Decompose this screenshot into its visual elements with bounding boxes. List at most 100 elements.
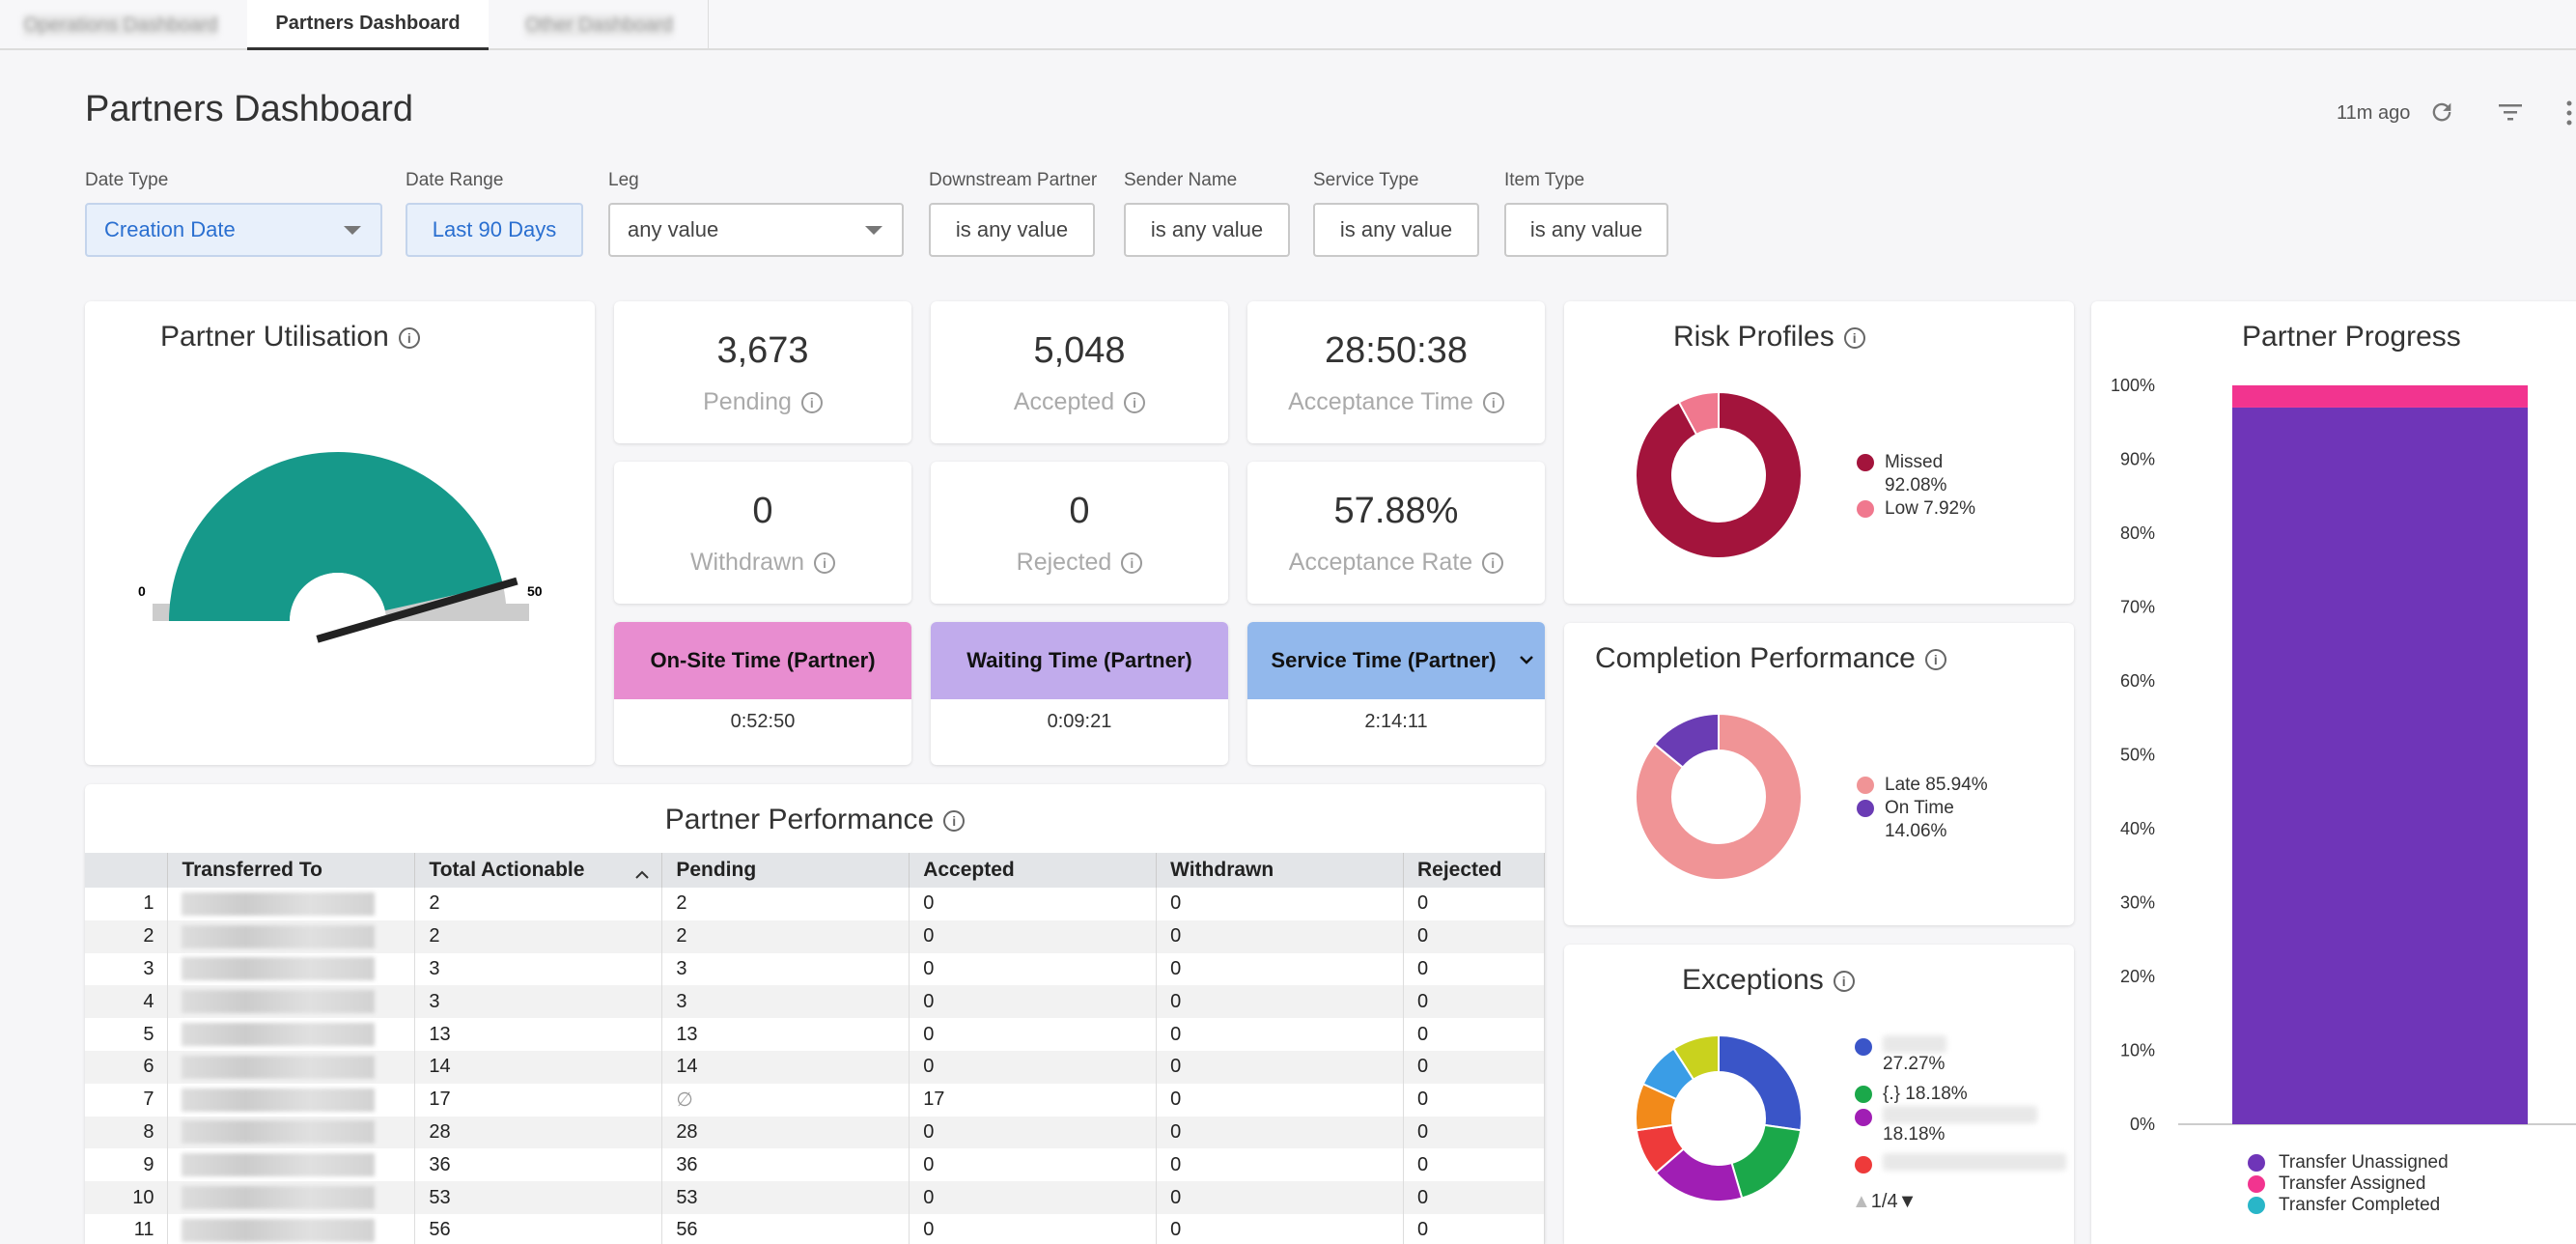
info-icon[interactable]: i: [800, 392, 823, 414]
partner-performance-title: Partner Performance i: [85, 804, 1545, 836]
info-icon[interactable]: i: [814, 552, 836, 575]
kpi-acceptance-rate: 57.88% Acceptance Rate i: [1247, 462, 1545, 604]
table-cell: 0: [1403, 1181, 1546, 1214]
redacted-text: [182, 990, 376, 1014]
column-header[interactable]: Rejected: [1403, 853, 1546, 888]
table-cell: 36: [414, 1148, 663, 1182]
info-icon[interactable]: i: [1833, 971, 1855, 993]
table-row[interactable]: 6 14 14 0 0 0: [85, 1050, 1546, 1084]
exception-slice[interactable]: [1672, 1033, 1720, 1082]
table-cell: 2: [661, 919, 910, 953]
filter-label-date-range: Date Range: [406, 170, 504, 190]
table-cell: 0: [1156, 1050, 1404, 1084]
completion-slice[interactable]: [1653, 712, 1720, 769]
risk-slice[interactable]: [1635, 390, 1803, 559]
table-row[interactable]: 8 28 28 0 0 0: [85, 1116, 1546, 1149]
info-icon[interactable]: i: [1843, 327, 1865, 350]
risk-slice[interactable]: [1677, 390, 1720, 437]
legend-item[interactable]: Transfer Unassigned: [2279, 1152, 2449, 1173]
tab-bar: Operations Dashboard Partners Dashboard …: [0, 0, 2576, 50]
table-cell: 0: [1403, 1050, 1546, 1084]
sort-ascending-icon[interactable]: [634, 862, 650, 886]
legend-item[interactable]: Low 7.92%: [1885, 498, 1976, 519]
info-icon[interactable]: i: [1482, 552, 1504, 575]
service-type-filter[interactable]: is any value: [1313, 203, 1479, 257]
redacted-text: [182, 924, 376, 948]
table-cell: 28: [414, 1116, 663, 1149]
column-header-sorted[interactable]: Total Actionable: [414, 853, 663, 888]
info-icon[interactable]: i: [1924, 649, 1946, 671]
legend-dot: [1855, 1038, 1872, 1056]
legend-item[interactable]: 27.27%: [1883, 1035, 1946, 1076]
downstream-partner-filter[interactable]: is any value: [929, 203, 1095, 257]
y-tick-label: 60%: [2120, 671, 2155, 691]
legend-item[interactable]: {.} 18.18%: [1883, 1084, 1968, 1104]
tab-other[interactable]: Other Dashboard: [490, 0, 709, 50]
info-icon[interactable]: i: [1482, 392, 1504, 414]
table-row[interactable]: 5 13 13 0 0 0: [85, 1018, 1546, 1051]
legend-dot: [1855, 1086, 1872, 1103]
kpi-acceptance-time: 28:50:38 Acceptance Time i: [1247, 301, 1545, 443]
legend-item[interactable]: Transfer Assigned: [2279, 1173, 2426, 1194]
table-row[interactable]: 9 36 36 0 0 0: [85, 1148, 1546, 1182]
leg-select[interactable]: any value: [608, 203, 904, 257]
pager-up-icon[interactable]: ▲: [1852, 1191, 1871, 1212]
table-row[interactable]: 7 17 ∅ 17 0 0: [85, 1083, 1546, 1117]
kpi-withdrawn: 0 Withdrawn i: [614, 462, 911, 604]
legend-item[interactable]: Late 85.94%: [1885, 775, 1988, 795]
column-header[interactable]: Transferred To: [167, 853, 416, 888]
table-cell: 0: [1156, 919, 1404, 953]
table-row[interactable]: 11 56 56 0 0 0: [85, 1213, 1546, 1244]
table-cell: 0: [909, 888, 1158, 920]
filter-label-sender-name: Sender Name: [1124, 170, 1238, 190]
refresh-icon[interactable]: [2428, 99, 2455, 126]
legend-item[interactable]: Missed 92.08%: [1885, 452, 1947, 495]
legend-item[interactable]: 18.18%: [1883, 1106, 2037, 1146]
item-type-filter[interactable]: is any value: [1504, 203, 1668, 257]
exception-slice[interactable]: [1730, 1123, 1803, 1200]
tab-operations[interactable]: Operations Dashboard: [23, 14, 218, 37]
bar-segment[interactable]: [2232, 407, 2528, 1124]
info-icon[interactable]: i: [1124, 392, 1146, 414]
y-tick-label: 10%: [2120, 1041, 2155, 1060]
table-cell: 3: [661, 985, 910, 1019]
date-range-button[interactable]: Last 90 Days: [406, 203, 583, 257]
table-cell: 0: [1403, 1083, 1546, 1117]
info-icon[interactable]: i: [943, 810, 966, 833]
sender-name-filter[interactable]: is any value: [1124, 203, 1290, 257]
row-number: 7: [85, 1083, 169, 1117]
exception-slice[interactable]: [1718, 1033, 1803, 1132]
table-cell: 3: [414, 952, 663, 986]
column-header[interactable]: Withdrawn: [1156, 853, 1404, 888]
redacted-text: [182, 957, 376, 981]
table-cell: 14: [414, 1050, 663, 1084]
column-header[interactable]: Pending: [661, 853, 910, 888]
completion-slice[interactable]: [1635, 712, 1803, 881]
page-title: Partners Dashboard: [85, 89, 414, 129]
exceptions-card: Exceptions i 27.27% {.} 18.18% 18.18% ▲1/…: [1564, 945, 2074, 1244]
last-updated: 11m ago: [2337, 102, 2411, 124]
legend-dot: [2248, 1154, 2265, 1172]
redacted-text: [1883, 1106, 2037, 1123]
more-vert-icon[interactable]: [2564, 99, 2574, 127]
bar-segment[interactable]: [2232, 385, 2528, 408]
table-row[interactable]: 10 53 53 0 0 0: [85, 1181, 1546, 1214]
tab-partners[interactable]: Partners Dashboard: [247, 0, 489, 50]
pager-down-icon[interactable]: ▼: [1897, 1191, 1918, 1212]
info-icon[interactable]: i: [1121, 552, 1143, 575]
redacted-cell: [167, 1181, 416, 1214]
column-header[interactable]: Accepted: [909, 853, 1158, 888]
table-header-row: Transferred To Total Actionable Pending …: [85, 853, 1546, 888]
legend-item[interactable]: On Time 14.06%: [1885, 798, 1954, 841]
date-type-select[interactable]: Creation Date: [85, 203, 382, 257]
table-cell: 0: [1403, 1018, 1546, 1051]
legend-item[interactable]: Transfer Completed: [2279, 1195, 2441, 1215]
legend-item[interactable]: [1883, 1153, 2066, 1171]
chevron-down-icon[interactable]: [1518, 651, 1535, 668]
info-icon[interactable]: i: [398, 327, 420, 350]
filter-icon[interactable]: [2497, 100, 2524, 124]
